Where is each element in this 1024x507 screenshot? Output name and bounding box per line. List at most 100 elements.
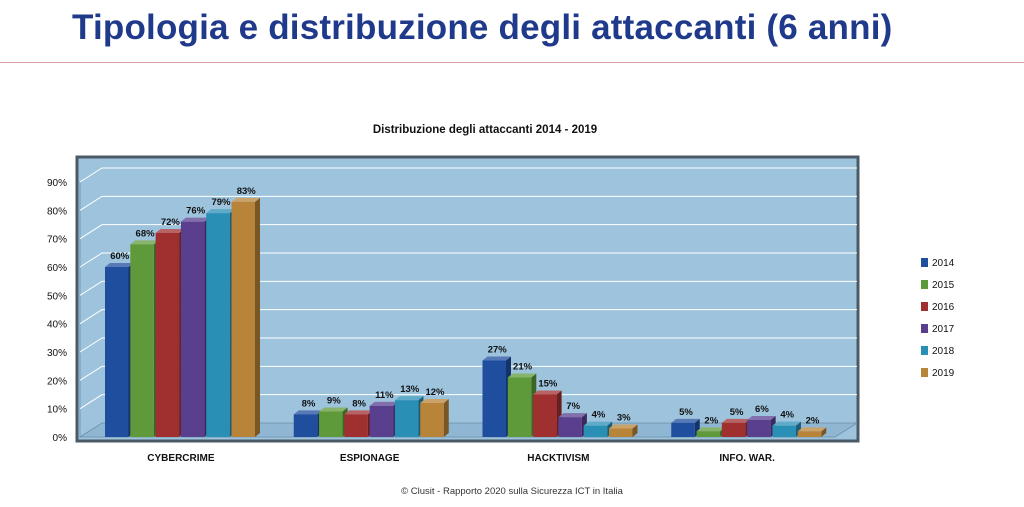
- footer-credit: © Clusit - Rapporto 2020 sulla Sicurezza…: [401, 486, 623, 497]
- bar-top: [671, 418, 700, 423]
- y-tick-label: 40%: [47, 320, 67, 331]
- bar-2017-0: [180, 221, 205, 437]
- bar-side: [255, 197, 260, 437]
- data-label: 8%: [352, 398, 366, 409]
- bar-2014-1: [293, 414, 318, 437]
- data-label: 5%: [730, 407, 744, 418]
- bar-top: [609, 424, 638, 429]
- bar-2019-1: [420, 403, 444, 437]
- slide-title: Tipologia e distribuzione degli attaccan…: [72, 8, 893, 47]
- data-label: 21%: [513, 362, 533, 373]
- bar-top: [696, 427, 726, 432]
- data-label: 2%: [806, 415, 820, 426]
- bar-2019-2: [609, 428, 633, 437]
- bar-top: [105, 263, 134, 267]
- legend-swatch: [921, 368, 928, 377]
- bar-top: [394, 396, 424, 401]
- bar-2014-0: [105, 267, 129, 437]
- data-label: 76%: [186, 206, 206, 217]
- legend-label: 2015: [932, 280, 955, 291]
- bar-2016-2: [533, 394, 557, 437]
- data-label: 83%: [237, 186, 257, 197]
- bar-2016-0: [155, 233, 180, 437]
- bar-top: [797, 427, 827, 432]
- y-tick-label: 80%: [47, 206, 67, 217]
- legend-swatch: [921, 280, 928, 289]
- data-label: 15%: [538, 379, 558, 390]
- bar-2018-2: [583, 425, 608, 437]
- gridline: [79, 224, 857, 240]
- bar-top: [155, 229, 185, 233]
- legend-swatch: [921, 302, 928, 311]
- x-category-label: INFO. WAR.: [719, 453, 775, 464]
- bar-2019-0: [231, 201, 255, 437]
- bar-side: [443, 399, 449, 437]
- title-divider: [0, 62, 1024, 63]
- gridline: [79, 394, 857, 410]
- bar-2014-2: [482, 360, 506, 437]
- legend-swatch: [921, 324, 928, 333]
- data-label: 4%: [780, 410, 794, 421]
- data-label: 11%: [375, 390, 394, 401]
- bar-2019-3: [797, 431, 822, 437]
- y-tick-label: 20%: [47, 376, 67, 387]
- data-label: 9%: [327, 396, 341, 407]
- bar-2014-3: [671, 422, 695, 437]
- bar-top: [533, 390, 562, 395]
- data-label: 3%: [617, 413, 631, 424]
- bar-top: [420, 399, 449, 403]
- legend-label: 2014: [932, 258, 955, 269]
- gridline: [79, 252, 857, 268]
- chart-title: Distribuzione degli attaccanti 2014 - 20…: [373, 124, 597, 136]
- gridline: [79, 195, 857, 211]
- y-tick-label: 70%: [47, 235, 67, 246]
- bar-top: [319, 407, 348, 412]
- legend-label: 2019: [932, 368, 955, 379]
- bar-side: [632, 424, 638, 437]
- y-tick-label: 10%: [47, 405, 67, 416]
- data-label: 2%: [704, 415, 718, 426]
- bar-2016-1: [344, 414, 368, 437]
- legend-label: 2016: [932, 302, 955, 313]
- bar-top: [130, 240, 159, 245]
- bar-top: [293, 410, 323, 415]
- x-category-label: CYBERCRIME: [147, 453, 215, 464]
- gridline: [79, 309, 857, 325]
- y-tick-label: 30%: [47, 348, 67, 359]
- y-tick-label: 50%: [47, 291, 67, 302]
- legend-label: 2018: [932, 346, 955, 357]
- bar-2016-3: [721, 422, 746, 437]
- bar-2015-2: [507, 377, 532, 437]
- bar-top: [583, 421, 613, 426]
- bar-top: [482, 356, 511, 361]
- bar-2015-0: [130, 244, 154, 437]
- data-label: 4%: [592, 410, 606, 421]
- x-category-label: HACKTIVISM: [527, 453, 589, 464]
- data-label: 5%: [679, 407, 693, 418]
- y-tick-label: 0%: [53, 433, 68, 444]
- data-label: 27%: [488, 345, 508, 356]
- data-label: 72%: [161, 217, 181, 228]
- x-category-label: ESPIONAGE: [340, 453, 400, 464]
- bar-top: [180, 217, 210, 222]
- bar-top: [558, 413, 587, 418]
- bar-top: [747, 416, 776, 420]
- data-label: 68%: [136, 228, 156, 239]
- data-label: 7%: [566, 401, 580, 412]
- legend-swatch: [921, 346, 928, 355]
- gridline: [79, 167, 857, 183]
- bar-2018-0: [206, 213, 230, 437]
- gridline: [79, 365, 857, 381]
- bar-top: [206, 209, 235, 214]
- bar-2018-1: [394, 400, 419, 437]
- bar-top: [721, 418, 751, 423]
- bar-top: [772, 421, 801, 426]
- legend-label: 2017: [932, 324, 955, 335]
- bar-2017-2: [558, 417, 582, 437]
- bar-2015-3: [696, 431, 721, 437]
- bar-2017-3: [747, 420, 771, 437]
- gridline: [79, 280, 857, 296]
- data-label: 8%: [302, 398, 316, 409]
- bar-top: [507, 373, 537, 378]
